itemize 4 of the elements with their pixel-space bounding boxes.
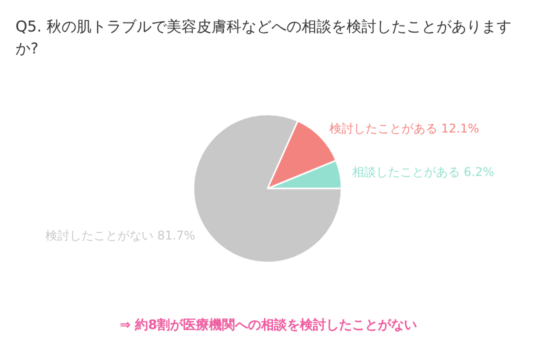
text: ⇒ 約8割が医療機関への相談を検討したことがない	[120, 317, 418, 333]
slice-label: 検討したことがある 12.1%	[329, 122, 480, 136]
chart-title: Q5. 秋の肌トラブルで美容皮膚科などへの相談を検討したことがありますか?	[16, 18, 512, 58]
slice-label: 相談したことがある 6.2%	[352, 164, 494, 179]
